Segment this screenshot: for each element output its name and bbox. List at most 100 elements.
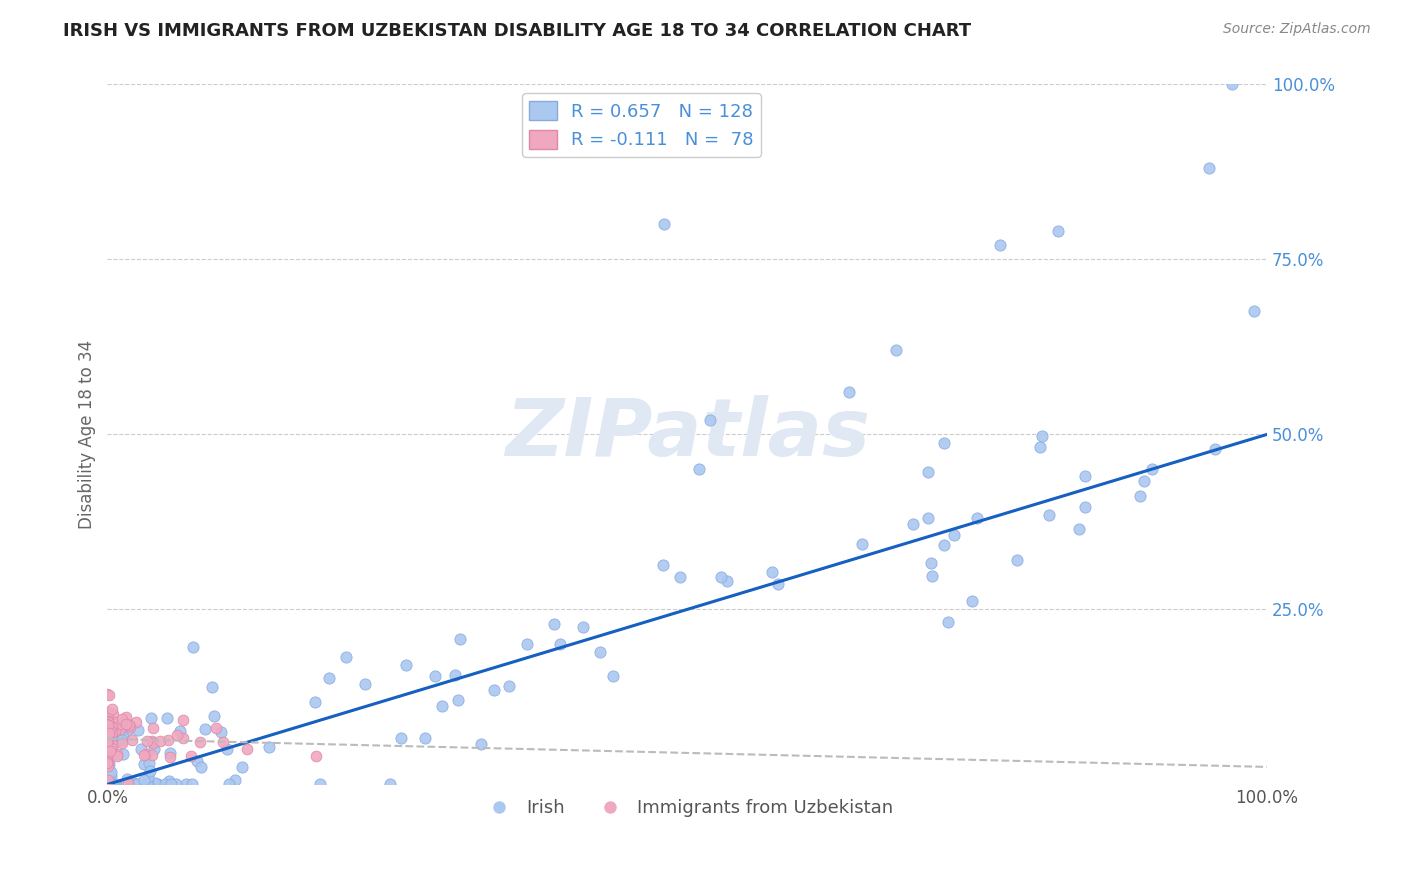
Point [96, 725, 118, 739]
Point [96, 730, 118, 744]
Point [1029, 441, 1052, 455]
Point [1047, 224, 1070, 238]
Point [353, 677, 375, 691]
Point [104, 724, 127, 739]
Point [194, 722, 217, 736]
Point [96, 735, 118, 749]
Point [115, 777, 138, 791]
Point [181, 640, 204, 655]
Point [122, 776, 145, 790]
Point [917, 511, 939, 525]
Point [761, 565, 783, 579]
Point [156, 710, 179, 724]
Point [96, 777, 118, 791]
Point [132, 748, 155, 763]
Point [838, 385, 860, 400]
Point [425, 668, 447, 682]
Point [652, 218, 675, 232]
Point [142, 722, 165, 736]
Point [97, 731, 120, 746]
Point [97, 772, 120, 787]
Point [415, 731, 437, 745]
Point [884, 343, 907, 358]
Point [934, 538, 956, 552]
Point [100, 777, 122, 791]
Point [101, 702, 124, 716]
Point [966, 511, 988, 525]
Point [132, 757, 155, 772]
Point [96, 750, 118, 764]
Point [932, 436, 955, 450]
Point [108, 722, 131, 736]
Point [1074, 468, 1097, 483]
Point [176, 777, 198, 791]
Point [97, 756, 120, 771]
Point [96, 741, 118, 756]
Point [449, 632, 471, 646]
Point [309, 777, 332, 791]
Point [138, 756, 160, 770]
Point [430, 698, 453, 713]
Point [146, 777, 169, 791]
Point [96, 740, 118, 755]
Point [101, 777, 124, 791]
Point [96, 739, 118, 754]
Point [97, 718, 120, 732]
Point [962, 594, 984, 608]
Point [97, 747, 120, 762]
Point [101, 734, 124, 748]
Point [115, 772, 138, 786]
Point [389, 731, 412, 745]
Point [498, 679, 520, 693]
Point [202, 709, 225, 723]
Point [688, 462, 710, 476]
Point [181, 777, 204, 791]
Point [100, 741, 122, 756]
Point [1132, 474, 1154, 488]
Point [98, 757, 121, 772]
Point [97, 725, 120, 739]
Point [218, 777, 240, 791]
Point [917, 465, 939, 479]
Point [139, 764, 162, 778]
Point [96, 775, 118, 789]
Point [149, 733, 172, 747]
Point [669, 570, 692, 584]
Point [160, 777, 183, 791]
Point [97, 748, 120, 763]
Text: ZIPatlas: ZIPatlas [505, 395, 870, 474]
Point [138, 770, 160, 784]
Point [142, 741, 165, 756]
Point [153, 777, 176, 791]
Point [97, 726, 120, 740]
Point [1129, 489, 1152, 503]
Point [988, 238, 1011, 252]
Point [111, 712, 134, 726]
Point [135, 777, 157, 791]
Point [101, 707, 124, 722]
Point [1142, 461, 1164, 475]
Point [118, 720, 141, 734]
Point [136, 734, 159, 748]
Point [142, 736, 165, 750]
Point [1069, 522, 1091, 536]
Point [1198, 161, 1220, 176]
Point [159, 746, 181, 760]
Point [103, 777, 125, 791]
Point [172, 713, 194, 727]
Point [108, 733, 131, 747]
Point [111, 732, 134, 747]
Point [921, 569, 943, 583]
Point [180, 749, 202, 764]
Point [125, 715, 148, 730]
Point [96, 687, 118, 701]
Point [136, 777, 159, 791]
Point [1220, 78, 1243, 92]
Point [115, 709, 138, 723]
Point [165, 777, 187, 791]
Point [101, 720, 124, 734]
Point [97, 715, 120, 730]
Point [114, 777, 136, 791]
Point [97, 714, 120, 728]
Point [100, 764, 122, 779]
